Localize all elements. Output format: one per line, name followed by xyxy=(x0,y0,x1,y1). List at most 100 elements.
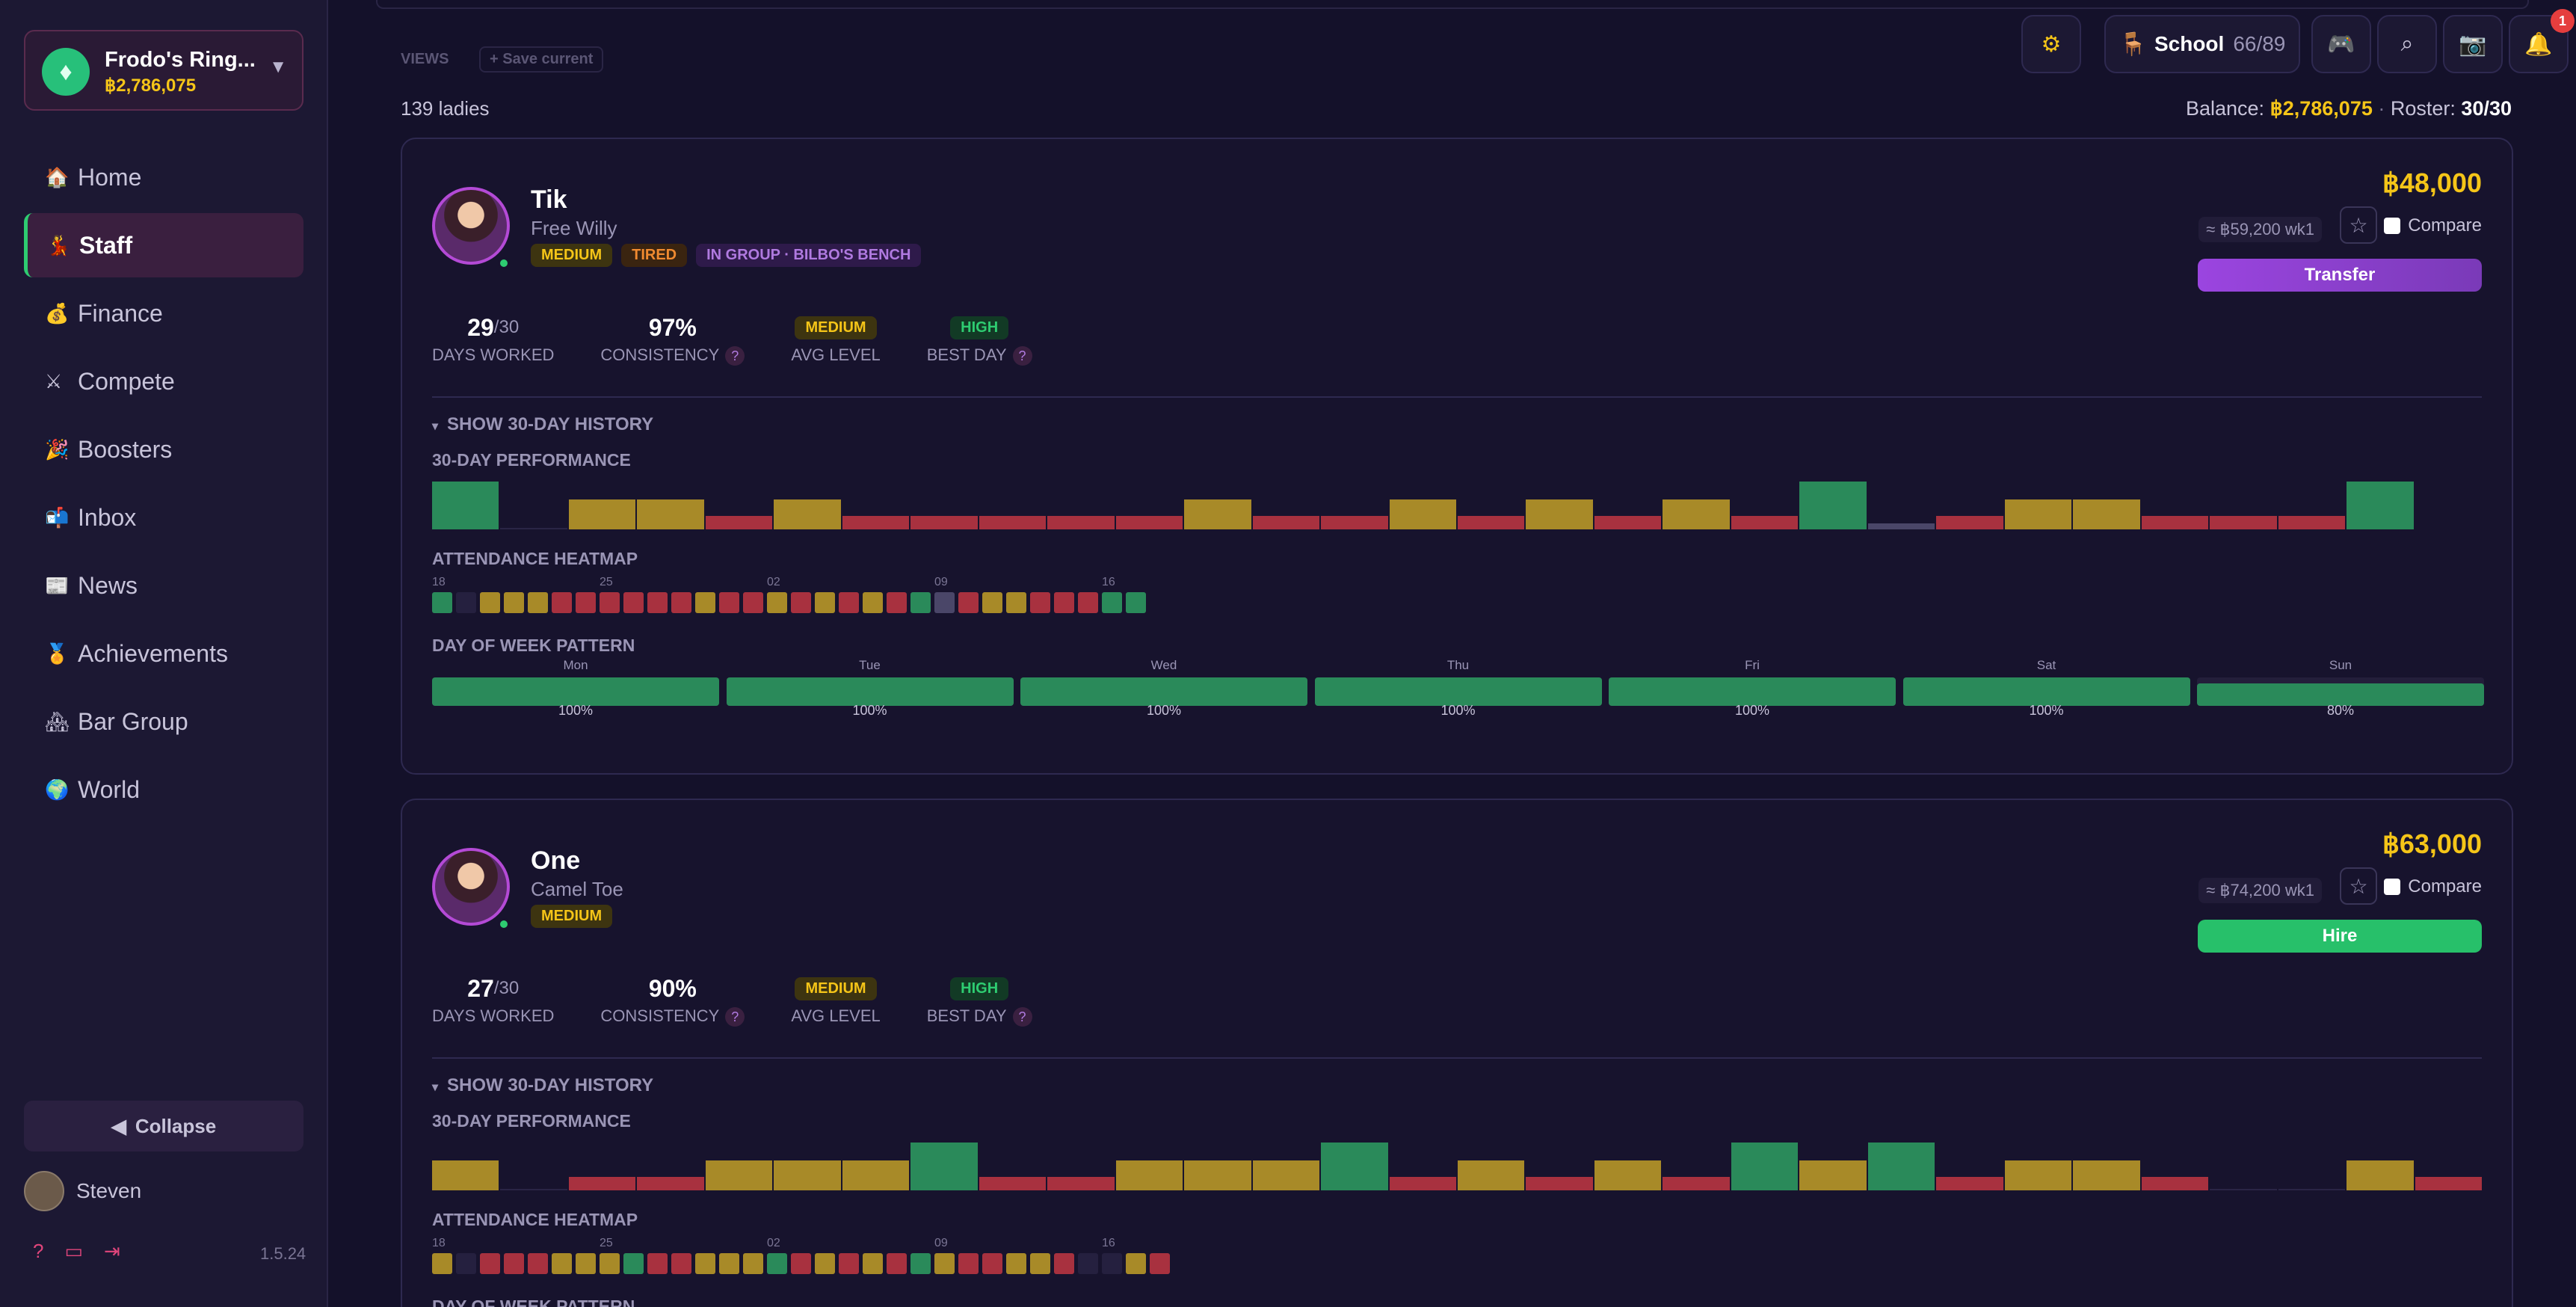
show-history-toggle[interactable]: ▾ SHOW 30-DAY HISTORY xyxy=(432,414,653,435)
heatmap-cell[interactable] xyxy=(1054,592,1074,613)
help-icon[interactable]: ? xyxy=(1012,1007,1032,1027)
sidebar-item-finance[interactable]: 💰 Finance xyxy=(24,281,303,345)
heatmap-cell[interactable] xyxy=(671,1253,691,1274)
logout-icon[interactable]: ⇥ xyxy=(104,1240,120,1262)
sidebar-item-bar-group[interactable]: 🏘 Bar Group xyxy=(24,689,303,754)
heatmap-cell[interactable] xyxy=(432,592,452,613)
sidebar-item-achievements[interactable]: 🏅 Achievements xyxy=(24,621,303,686)
heatmap-cell[interactable] xyxy=(1078,592,1098,613)
heatmap-cell[interactable] xyxy=(432,1253,452,1274)
help-icon[interactable]: ? xyxy=(725,346,745,366)
heatmap-cell[interactable] xyxy=(1030,592,1050,613)
heatmap-cell[interactable] xyxy=(887,592,907,613)
staff-name[interactable]: One xyxy=(531,846,581,875)
show-history-toggle[interactable]: ▾ SHOW 30-DAY HISTORY xyxy=(432,1075,653,1096)
game-button[interactable]: 🎮 xyxy=(2311,15,2371,73)
checkbox[interactable] xyxy=(2384,879,2401,895)
heatmap-cell[interactable] xyxy=(958,592,979,613)
compare-checkbox[interactable]: Compare xyxy=(2384,215,2482,236)
heatmap-cell[interactable] xyxy=(719,592,739,613)
heatmap-cell[interactable] xyxy=(1102,1253,1122,1274)
heatmap-cell[interactable] xyxy=(1078,1253,1098,1274)
heatmap-cell[interactable] xyxy=(504,1253,524,1274)
heatmap-cell[interactable] xyxy=(576,1253,596,1274)
heatmap-cell[interactable] xyxy=(576,592,596,613)
help-icon[interactable]: ? xyxy=(725,1007,745,1027)
heatmap-cell[interactable] xyxy=(791,1253,811,1274)
help-icon[interactable]: ? xyxy=(1012,346,1032,366)
heatmap-cell[interactable] xyxy=(815,1253,835,1274)
search-button[interactable]: ⌕ xyxy=(2377,15,2437,73)
heatmap-cell[interactable] xyxy=(839,1253,859,1274)
heatmap-cell[interactable] xyxy=(1006,1253,1026,1274)
heatmap-cell[interactable] xyxy=(934,592,955,613)
sidebar-item-home[interactable]: 🏠 Home xyxy=(24,145,303,209)
heatmap-cell[interactable] xyxy=(767,1253,787,1274)
collapse-button[interactable]: ◀ Collapse xyxy=(24,1101,303,1151)
heatmap-cell[interactable] xyxy=(1126,592,1146,613)
heatmap-cell[interactable] xyxy=(695,592,715,613)
heatmap-cell[interactable] xyxy=(839,592,859,613)
heatmap-cell[interactable] xyxy=(552,1253,572,1274)
heatmap-cell[interactable] xyxy=(1054,1253,1074,1274)
account-switcher[interactable]: ♦ Frodo's Ring... ฿2,786,075 ▼ xyxy=(24,30,303,111)
heatmap-cell[interactable] xyxy=(600,1253,620,1274)
checkbox[interactable] xyxy=(2384,218,2401,234)
heatmap-cell[interactable] xyxy=(791,592,811,613)
heatmap-cell[interactable] xyxy=(1102,592,1122,613)
compare-checkbox[interactable]: Compare xyxy=(2384,876,2482,897)
heatmap-cell[interactable] xyxy=(1006,592,1026,613)
sidebar-item-news[interactable]: 📰 News xyxy=(24,553,303,618)
heatmap-cell[interactable] xyxy=(982,592,1002,613)
staff-name[interactable]: Tik xyxy=(531,185,567,214)
sidebar-item-inbox[interactable]: 📬 Inbox xyxy=(24,485,303,550)
heatmap-cell[interactable] xyxy=(815,592,835,613)
camera-button[interactable]: 📷 xyxy=(2443,15,2503,73)
heatmap-cell[interactable] xyxy=(934,1253,955,1274)
heatmap-cell[interactable] xyxy=(743,592,763,613)
settings-button[interactable]: ⚙ xyxy=(2021,15,2081,73)
save-current-button[interactable]: + Save current xyxy=(479,46,604,73)
heatmap-cell[interactable] xyxy=(958,1253,979,1274)
heatmap-cell[interactable] xyxy=(910,1253,931,1274)
heatmap-cell[interactable] xyxy=(600,592,620,613)
heatmap-cell[interactable] xyxy=(863,592,883,613)
heatmap-cell[interactable] xyxy=(504,592,524,613)
notifications-button[interactable]: 🔔 1 xyxy=(2509,9,2575,73)
heatmap-cell[interactable] xyxy=(1150,1253,1170,1274)
heatmap-cell[interactable] xyxy=(552,592,572,613)
heatmap-cell[interactable] xyxy=(887,1253,907,1274)
heatmap-cell[interactable] xyxy=(695,1253,715,1274)
school-button[interactable]: 🪑 School 66/89 xyxy=(2104,15,2300,73)
sidebar-item-staff[interactable]: 💃 Staff xyxy=(24,213,303,277)
favorite-button[interactable]: ☆ xyxy=(2340,867,2377,905)
user-profile[interactable]: Steven xyxy=(24,1171,141,1211)
heatmap-cell[interactable] xyxy=(456,1253,476,1274)
heatmap-cell[interactable] xyxy=(982,1253,1002,1274)
sidebar-item-boosters[interactable]: 🎉 Boosters xyxy=(24,417,303,482)
heatmap-cell[interactable] xyxy=(623,1253,644,1274)
heatmap-cell[interactable] xyxy=(623,592,644,613)
avatar[interactable] xyxy=(432,848,510,926)
avatar[interactable] xyxy=(432,187,510,265)
heatmap-cell[interactable] xyxy=(743,1253,763,1274)
heatmap-cell[interactable] xyxy=(719,1253,739,1274)
heatmap-cell[interactable] xyxy=(767,592,787,613)
help-icon[interactable]: ? xyxy=(33,1240,44,1262)
transfer-button[interactable]: Transfer xyxy=(2198,259,2482,292)
sidebar-item-compete[interactable]: ⚔ Compete xyxy=(24,349,303,413)
heatmap-cell[interactable] xyxy=(863,1253,883,1274)
heatmap-cell[interactable] xyxy=(910,592,931,613)
heatmap-cell[interactable] xyxy=(528,592,548,613)
sidebar-item-world[interactable]: 🌍 World xyxy=(24,757,303,822)
heatmap-cell[interactable] xyxy=(456,592,476,613)
heatmap-cell[interactable] xyxy=(647,1253,668,1274)
heatmap-cell[interactable] xyxy=(647,592,668,613)
chat-icon[interactable]: ▭ xyxy=(64,1240,84,1262)
heatmap-cell[interactable] xyxy=(1030,1253,1050,1274)
heatmap-cell[interactable] xyxy=(671,592,691,613)
hire-button[interactable]: Hire xyxy=(2198,920,2482,953)
heatmap-cell[interactable] xyxy=(480,592,500,613)
heatmap-cell[interactable] xyxy=(480,1253,500,1274)
heatmap-cell[interactable] xyxy=(528,1253,548,1274)
